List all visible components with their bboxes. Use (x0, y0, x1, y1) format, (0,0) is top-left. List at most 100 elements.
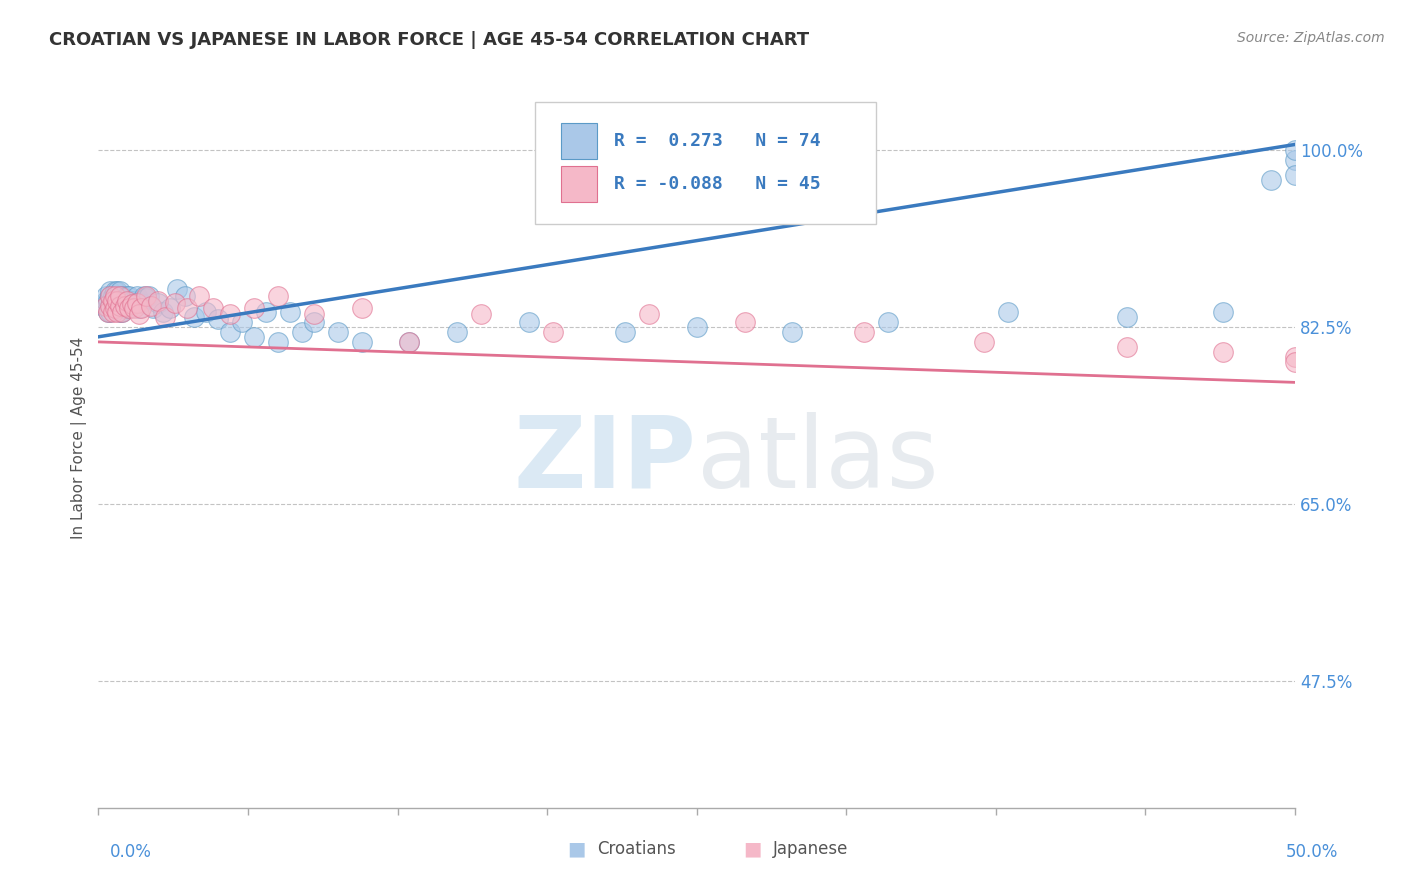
Point (1284, 168, 1306, 182)
Point (302, 306, 325, 320)
Point (104, 293, 127, 307)
Point (231, 315, 253, 329)
Point (121, 297, 143, 311)
Point (111, 289, 134, 303)
Point (166, 282, 188, 296)
Text: Source: ZipAtlas.com: Source: ZipAtlas.com (1237, 31, 1385, 45)
Point (613, 325, 636, 339)
Point (1116, 340, 1139, 354)
Point (686, 319, 709, 334)
Point (782, 325, 804, 339)
Point (1284, 355, 1306, 369)
Point (176, 301, 198, 316)
Point (142, 301, 165, 316)
Point (243, 330, 266, 344)
Point (350, 334, 373, 349)
Point (326, 325, 349, 339)
Point (98, 289, 121, 303)
Point (108, 289, 131, 303)
Point (173, 289, 195, 303)
Point (302, 315, 325, 329)
Point (104, 301, 127, 316)
Text: ZIP: ZIP (513, 412, 697, 508)
Point (118, 301, 141, 316)
Point (125, 296, 148, 310)
Point (118, 301, 141, 316)
Text: atlas: atlas (697, 412, 938, 508)
Point (138, 289, 160, 303)
Point (111, 304, 134, 318)
Point (1116, 310, 1139, 324)
Point (1284, 350, 1306, 364)
Point (98, 300, 121, 314)
Text: ■: ■ (567, 839, 586, 859)
Point (104, 296, 127, 310)
Point (115, 300, 138, 314)
Point (114, 291, 136, 305)
Point (131, 301, 153, 316)
Point (107, 302, 129, 317)
Point (104, 289, 127, 303)
Point (107, 294, 129, 309)
Point (877, 315, 900, 329)
Point (159, 301, 181, 316)
Point (94, 294, 117, 309)
Point (111, 304, 134, 318)
Point (98, 289, 121, 303)
FancyBboxPatch shape (536, 102, 876, 224)
Point (207, 311, 229, 326)
Point (128, 301, 150, 316)
Point (973, 334, 995, 349)
Point (101, 300, 124, 314)
Point (107, 296, 129, 310)
Point (91, 300, 114, 314)
Point (125, 289, 148, 303)
Point (219, 325, 242, 339)
Point (291, 325, 314, 339)
Point (267, 289, 290, 303)
Point (98, 300, 121, 314)
Point (734, 315, 756, 329)
Point (541, 325, 564, 339)
Point (97, 304, 120, 318)
Point (107, 290, 129, 304)
Point (122, 296, 145, 310)
Point (111, 297, 134, 311)
Point (125, 300, 148, 314)
FancyBboxPatch shape (561, 123, 598, 159)
Point (446, 325, 468, 339)
Point (350, 301, 373, 316)
Point (97, 304, 120, 318)
FancyBboxPatch shape (561, 166, 598, 202)
Point (278, 304, 301, 318)
Point (267, 334, 290, 349)
Point (104, 285, 127, 299)
Point (94, 289, 117, 303)
Point (135, 289, 157, 303)
Point (1212, 304, 1234, 318)
Point (101, 304, 124, 318)
Point (152, 304, 174, 318)
Point (131, 296, 153, 310)
Point (114, 300, 136, 314)
Point (128, 306, 150, 320)
Point (101, 294, 124, 309)
Text: 0.0%: 0.0% (110, 843, 152, 861)
Point (121, 294, 143, 309)
Point (104, 300, 127, 314)
Point (122, 301, 145, 316)
Point (115, 294, 138, 309)
Point (108, 285, 131, 299)
Point (997, 304, 1019, 318)
Point (243, 301, 266, 316)
Point (254, 304, 277, 318)
Point (139, 300, 162, 314)
Text: CROATIAN VS JAPANESE IN LABOR FORCE | AGE 45-54 CORRELATION CHART: CROATIAN VS JAPANESE IN LABOR FORCE | AG… (49, 31, 810, 49)
Point (1212, 345, 1234, 359)
Point (108, 304, 131, 318)
Text: 50.0%: 50.0% (1286, 843, 1339, 861)
Point (115, 289, 138, 303)
Point (148, 296, 170, 310)
Point (163, 296, 186, 310)
Point (187, 289, 209, 303)
